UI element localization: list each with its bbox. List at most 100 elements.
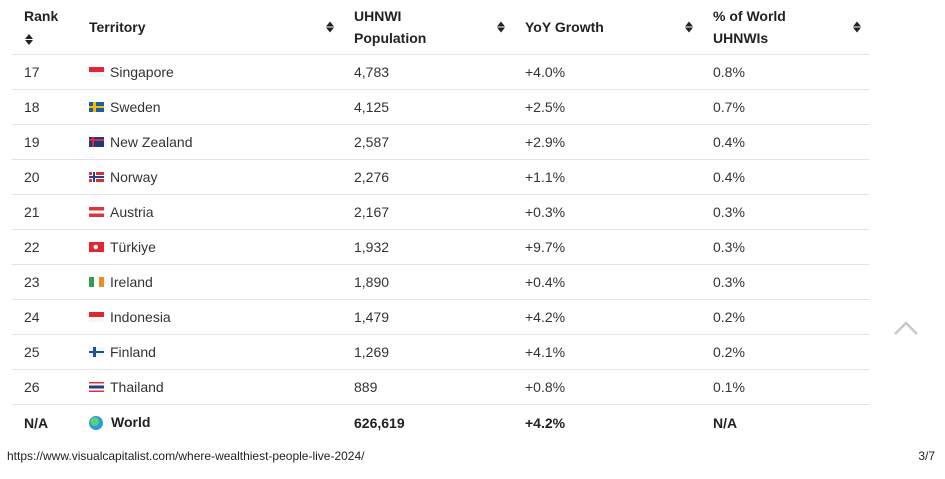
sort-icon[interactable]	[326, 21, 334, 33]
sort-icon[interactable]	[685, 21, 693, 33]
cell-pct: N/A	[713, 414, 738, 431]
cell-pct: 0.7%	[701, 89, 869, 125]
territory-name: Thailand	[110, 379, 164, 395]
cell-pct: 0.8%	[701, 54, 869, 90]
cell-territory: Türkiye	[77, 229, 342, 265]
thailand-flag	[89, 382, 104, 393]
cell-territory: Norway	[77, 159, 342, 195]
cell-pct: 0.4%	[701, 124, 869, 160]
cell-pct: 0.3%	[701, 264, 869, 300]
cell-pct: 0.2%	[701, 334, 869, 370]
cell-yoy: +2.9%	[513, 124, 701, 160]
table-row: 18 Sweden 4,125 +2.5% 0.7%	[12, 89, 869, 125]
cell-rank: N/A	[24, 414, 49, 431]
cell-population: 1,269	[342, 334, 513, 370]
sort-icon[interactable]	[25, 33, 33, 45]
header-population-label: UHNWI Population	[354, 8, 427, 46]
ireland-flag	[89, 277, 104, 288]
uhnwi-table-container: Rank Territory UHNWI Population YoY Grow…	[12, 0, 869, 440]
turkiye-flag	[89, 242, 104, 253]
cell-yoy: +0.4%	[513, 264, 701, 300]
cell-rank: 17	[12, 54, 77, 90]
header-rank-label: Rank	[24, 8, 59, 24]
header-population[interactable]: UHNWI Population	[342, 0, 513, 55]
cell-population: 2,167	[342, 194, 513, 230]
table-row: 20 Norway 2,276 +1.1% 0.4%	[12, 159, 869, 195]
cell-territory: Finland	[77, 334, 342, 370]
header-rank[interactable]: Rank	[12, 0, 77, 55]
cell-territory: Austria	[77, 194, 342, 230]
singapore-flag	[89, 67, 104, 78]
territory-name: New Zealand	[110, 134, 193, 150]
cell-rank: 25	[12, 334, 77, 370]
header-pct[interactable]: % of World UHNWIs	[701, 0, 869, 55]
finland-flag	[89, 347, 104, 358]
cell-pct: 0.3%	[701, 229, 869, 265]
cell-territory: Sweden	[77, 89, 342, 125]
cell-rank: 24	[12, 299, 77, 335]
table-row: 23 Ireland 1,890 +0.4% 0.3%	[12, 264, 869, 300]
cell-population: 2,276	[342, 159, 513, 195]
territory-name: Türkiye	[110, 239, 156, 255]
cell-rank: 21	[12, 194, 77, 230]
cell-rank: 26	[12, 369, 77, 405]
territory-name: Indonesia	[110, 309, 171, 325]
cell-population: 4,783	[342, 54, 513, 90]
sort-icon[interactable]	[497, 21, 505, 33]
table-row: 21 Austria 2,167 +0.3% 0.3%	[12, 194, 869, 230]
cell-population: 1,932	[342, 229, 513, 265]
cell-territory: Thailand	[77, 369, 342, 405]
uhnwi-table: Rank Territory UHNWI Population YoY Grow…	[12, 0, 869, 440]
cell-territory: World	[77, 405, 342, 441]
cell-yoy: +2.5%	[513, 89, 701, 125]
territory-name: Singapore	[110, 64, 174, 80]
header-territory[interactable]: Territory	[77, 0, 342, 55]
cell-yoy: +4.1%	[513, 334, 701, 370]
cell-population: 626,619	[354, 414, 405, 431]
header-yoy-label: YoY Growth	[525, 19, 604, 35]
cell-pct: 0.4%	[701, 159, 869, 195]
table-row: 25 Finland 1,269 +4.1% 0.2%	[12, 334, 869, 370]
table-row: 26 Thailand 889 +0.8% 0.1%	[12, 369, 869, 405]
globe-icon	[89, 415, 103, 430]
norway-flag	[89, 172, 104, 183]
chevron-up-icon[interactable]	[893, 320, 919, 336]
cell-population: 4,125	[342, 89, 513, 125]
sort-icon[interactable]	[853, 21, 861, 33]
territory-name: Ireland	[110, 274, 153, 290]
table-row: 17 Singapore 4,783 +4.0% 0.8%	[12, 54, 869, 90]
cell-pct: 0.1%	[701, 369, 869, 405]
cell-rank: 18	[12, 89, 77, 125]
cell-territory: Ireland	[77, 264, 342, 300]
cell-rank: 22	[12, 229, 77, 265]
table-row-total: N/A World 626,619 +4.2% N/A	[12, 405, 869, 441]
cell-yoy: +4.2%	[525, 414, 566, 431]
indonesia-flag	[89, 312, 104, 323]
cell-yoy: +0.8%	[513, 369, 701, 405]
austria-flag	[89, 207, 104, 218]
cell-territory: Indonesia	[77, 299, 342, 335]
page-number: 3/7	[918, 449, 935, 463]
territory-name: Sweden	[110, 99, 161, 115]
cell-population: 1,479	[342, 299, 513, 335]
cell-yoy: +4.0%	[513, 54, 701, 90]
table-row: 24 Indonesia 1,479 +4.2% 0.2%	[12, 299, 869, 335]
header-yoy[interactable]: YoY Growth	[513, 0, 701, 55]
table-header-row: Rank Territory UHNWI Population YoY Grow…	[12, 0, 869, 55]
cell-population: 889	[342, 369, 513, 405]
territory-name: Norway	[110, 169, 158, 185]
cell-yoy: +1.1%	[513, 159, 701, 195]
cell-population: 2,587	[342, 124, 513, 160]
territory-name: Austria	[110, 204, 154, 220]
cell-yoy: +0.3%	[513, 194, 701, 230]
cell-rank: 23	[12, 264, 77, 300]
footer-url: https://www.visualcapitalist.com/where-w…	[7, 449, 365, 463]
cell-pct: 0.2%	[701, 299, 869, 335]
header-territory-label: Territory	[89, 19, 146, 35]
cell-pct: 0.3%	[701, 194, 869, 230]
territory-name: Finland	[110, 344, 156, 360]
cell-yoy: +9.7%	[513, 229, 701, 265]
table-row: 19 New Zealand 2,587 +2.9% 0.4%	[12, 124, 869, 160]
cell-territory: New Zealand	[77, 124, 342, 160]
cell-yoy: +4.2%	[513, 299, 701, 335]
